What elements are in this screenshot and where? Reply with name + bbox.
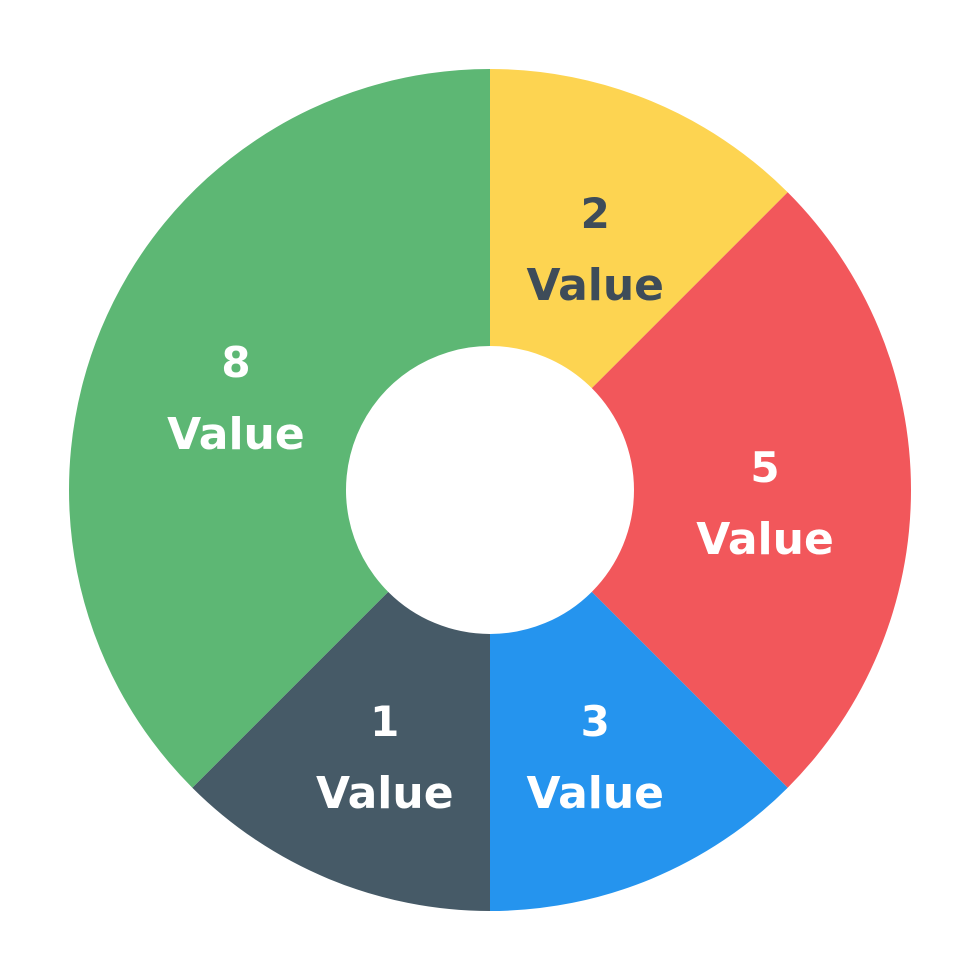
slice-value-label: Value xyxy=(526,260,664,311)
slice-5 xyxy=(591,192,912,788)
slice-8 xyxy=(68,69,491,788)
slice-1 xyxy=(192,591,490,911)
slice-number-label: 5 xyxy=(750,443,779,492)
slice-value-label: Value xyxy=(696,514,834,565)
slice-number-label: 1 xyxy=(370,697,399,746)
slice-value-label: Value xyxy=(526,768,664,819)
slice-number-label: 8 xyxy=(221,338,250,387)
slice-value-label: Value xyxy=(167,409,305,460)
slice-value-label: Value xyxy=(316,768,454,819)
slice-2 xyxy=(490,69,788,389)
slice-number-label: 2 xyxy=(581,189,610,238)
slice-3 xyxy=(490,591,788,911)
slice-number-label: 3 xyxy=(581,697,610,746)
